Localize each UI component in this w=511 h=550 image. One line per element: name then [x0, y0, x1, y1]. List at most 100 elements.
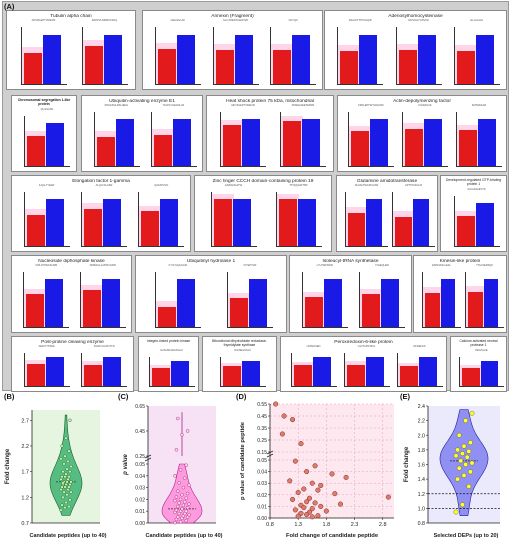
y-tick-label: 0.02 — [135, 497, 145, 503]
control-bar — [398, 50, 417, 84]
control-bar — [351, 131, 369, 166]
treatment-bar — [232, 199, 251, 246]
y-tick-label: 1.6 — [418, 463, 425, 469]
protein-panel: Glutamine amidotransferase NLVALPSIGPGGSR… — [336, 175, 438, 252]
peptide-bar-chart: DAAIGTTTDVHQIR — [337, 19, 384, 85]
treatment-bar — [234, 34, 253, 84]
treatment-bar — [170, 360, 189, 386]
control-bar — [141, 211, 160, 246]
control-bar — [456, 51, 475, 84]
y-axis-line — [138, 192, 140, 247]
data-point — [295, 513, 301, 519]
data-point — [178, 520, 183, 524]
treatment-bar — [475, 34, 494, 84]
x-axis-line — [459, 386, 504, 387]
data-point — [68, 470, 72, 474]
y-tick-label: 0.00 — [257, 516, 267, 522]
protein-title: Zinc finger CCCH domain-containing prote… — [212, 179, 314, 184]
data-point — [68, 418, 72, 422]
data-point — [468, 440, 473, 445]
control-bar — [340, 51, 359, 84]
data-point — [67, 504, 71, 509]
peptide-label: IGGSEAGSLK — [234, 349, 251, 352]
control-bar — [84, 46, 103, 84]
x-axis-line — [465, 327, 504, 328]
y-tick-label: 0.05 — [135, 462, 145, 468]
data-point — [287, 478, 293, 484]
protein-panel: Chromosomal segregation 1-like protein QL… — [11, 95, 77, 172]
data-point — [66, 459, 70, 463]
y-axis-line — [337, 27, 339, 85]
peptide-bar-chart: DNSELSEETEFRR — [280, 104, 326, 167]
data-point — [463, 462, 468, 467]
control-bar — [362, 294, 381, 327]
treatment-bar — [172, 119, 191, 166]
data-point — [65, 467, 69, 471]
peptide-label: TALPLGVEADLLR — [162, 104, 185, 107]
peptide-bar-chart: QLGGASK — [24, 108, 70, 167]
data-point — [68, 498, 72, 502]
treatment-bar — [381, 279, 400, 327]
treatment-bar — [177, 279, 195, 327]
data-point — [455, 476, 460, 482]
data-point — [184, 463, 188, 467]
y-axis-line — [402, 112, 403, 167]
y-tick-label: 1.4 — [418, 477, 425, 483]
peptide-label: GEGSGLAK — [170, 19, 186, 22]
peptide-label: EIIDPVLDRIRKLSDQ — [91, 19, 118, 22]
x-axis-line — [359, 327, 406, 328]
peptide-label: KFDLEPTWTLDLKRK — [358, 104, 384, 107]
axis-break-marker — [266, 450, 274, 458]
control-bar — [462, 368, 480, 386]
peptide-bar-chart: NFDEIIGK — [396, 345, 443, 387]
data-point — [304, 469, 310, 475]
peptide-label: DNSELSEETEFRR — [291, 104, 315, 107]
control-bar — [222, 366, 241, 386]
data-point — [312, 500, 318, 506]
data-point — [60, 503, 64, 507]
protein-title: Peroxiredoxin-6-like protein — [334, 340, 393, 345]
y-tick-label: 1.7 — [21, 470, 29, 476]
peptide-bar-chart: FIGEQLEIK — [359, 264, 406, 328]
data-point — [174, 495, 179, 499]
x-axis-title: Selected DEPs (up to 20) — [434, 533, 499, 539]
peptide-label: GASHSLVEGSGLK — [160, 349, 183, 352]
peptide-bar-chart: FYVLSQGGGIK — [155, 264, 201, 328]
peptide-bar-chart: LYLVWFSIDR — [301, 264, 348, 328]
y-axis-line — [422, 272, 423, 328]
data-point — [318, 482, 324, 489]
data-point — [176, 416, 180, 421]
control-bar — [213, 199, 232, 246]
x-axis-line — [343, 386, 390, 387]
treatment-bar — [242, 119, 260, 166]
data-point — [63, 505, 67, 510]
peptide-label: NLVALPSIGPGGSR — [354, 184, 379, 187]
peptide-label: DAAIGTTTDVHQIR — [348, 19, 372, 22]
peptide-label: ILQLLTYEAR — [38, 184, 55, 187]
data-point — [185, 491, 190, 496]
x-axis-line — [392, 246, 435, 247]
y-axis-line — [345, 192, 346, 247]
data-point — [469, 410, 475, 416]
y-axis-line — [93, 112, 95, 167]
data-point — [64, 500, 68, 505]
x-axis-title: Candidate peptides (up to 40) — [145, 533, 222, 539]
peptide-label: FYVLSQGGGIK — [168, 264, 188, 267]
control-bar — [84, 364, 103, 386]
data-point — [185, 505, 190, 510]
protein-title: Annexin (Fragment) — [211, 14, 254, 19]
y-tick-label: 0.7 — [21, 521, 29, 527]
control-bar — [158, 306, 176, 327]
peptide-bar-chart: GEGSGLAK — [154, 19, 201, 85]
peptide-bar-chart: DEGSLAE — [459, 349, 504, 387]
y-axis-line — [275, 192, 277, 247]
treatment-bar — [115, 119, 134, 166]
peptide-label: AIFVDLEPTVIDEVR — [31, 19, 56, 22]
control-bar — [151, 368, 170, 386]
panel-d-label: (D) — [236, 392, 247, 401]
y-tick-label: 0.01 — [135, 509, 145, 515]
peptide-bar-chart: AIFVDLEPTVIDEVR — [220, 104, 266, 167]
control-bar — [23, 53, 42, 84]
y-tick-label: 0.45 — [257, 414, 267, 420]
treatment-bar — [365, 199, 382, 246]
